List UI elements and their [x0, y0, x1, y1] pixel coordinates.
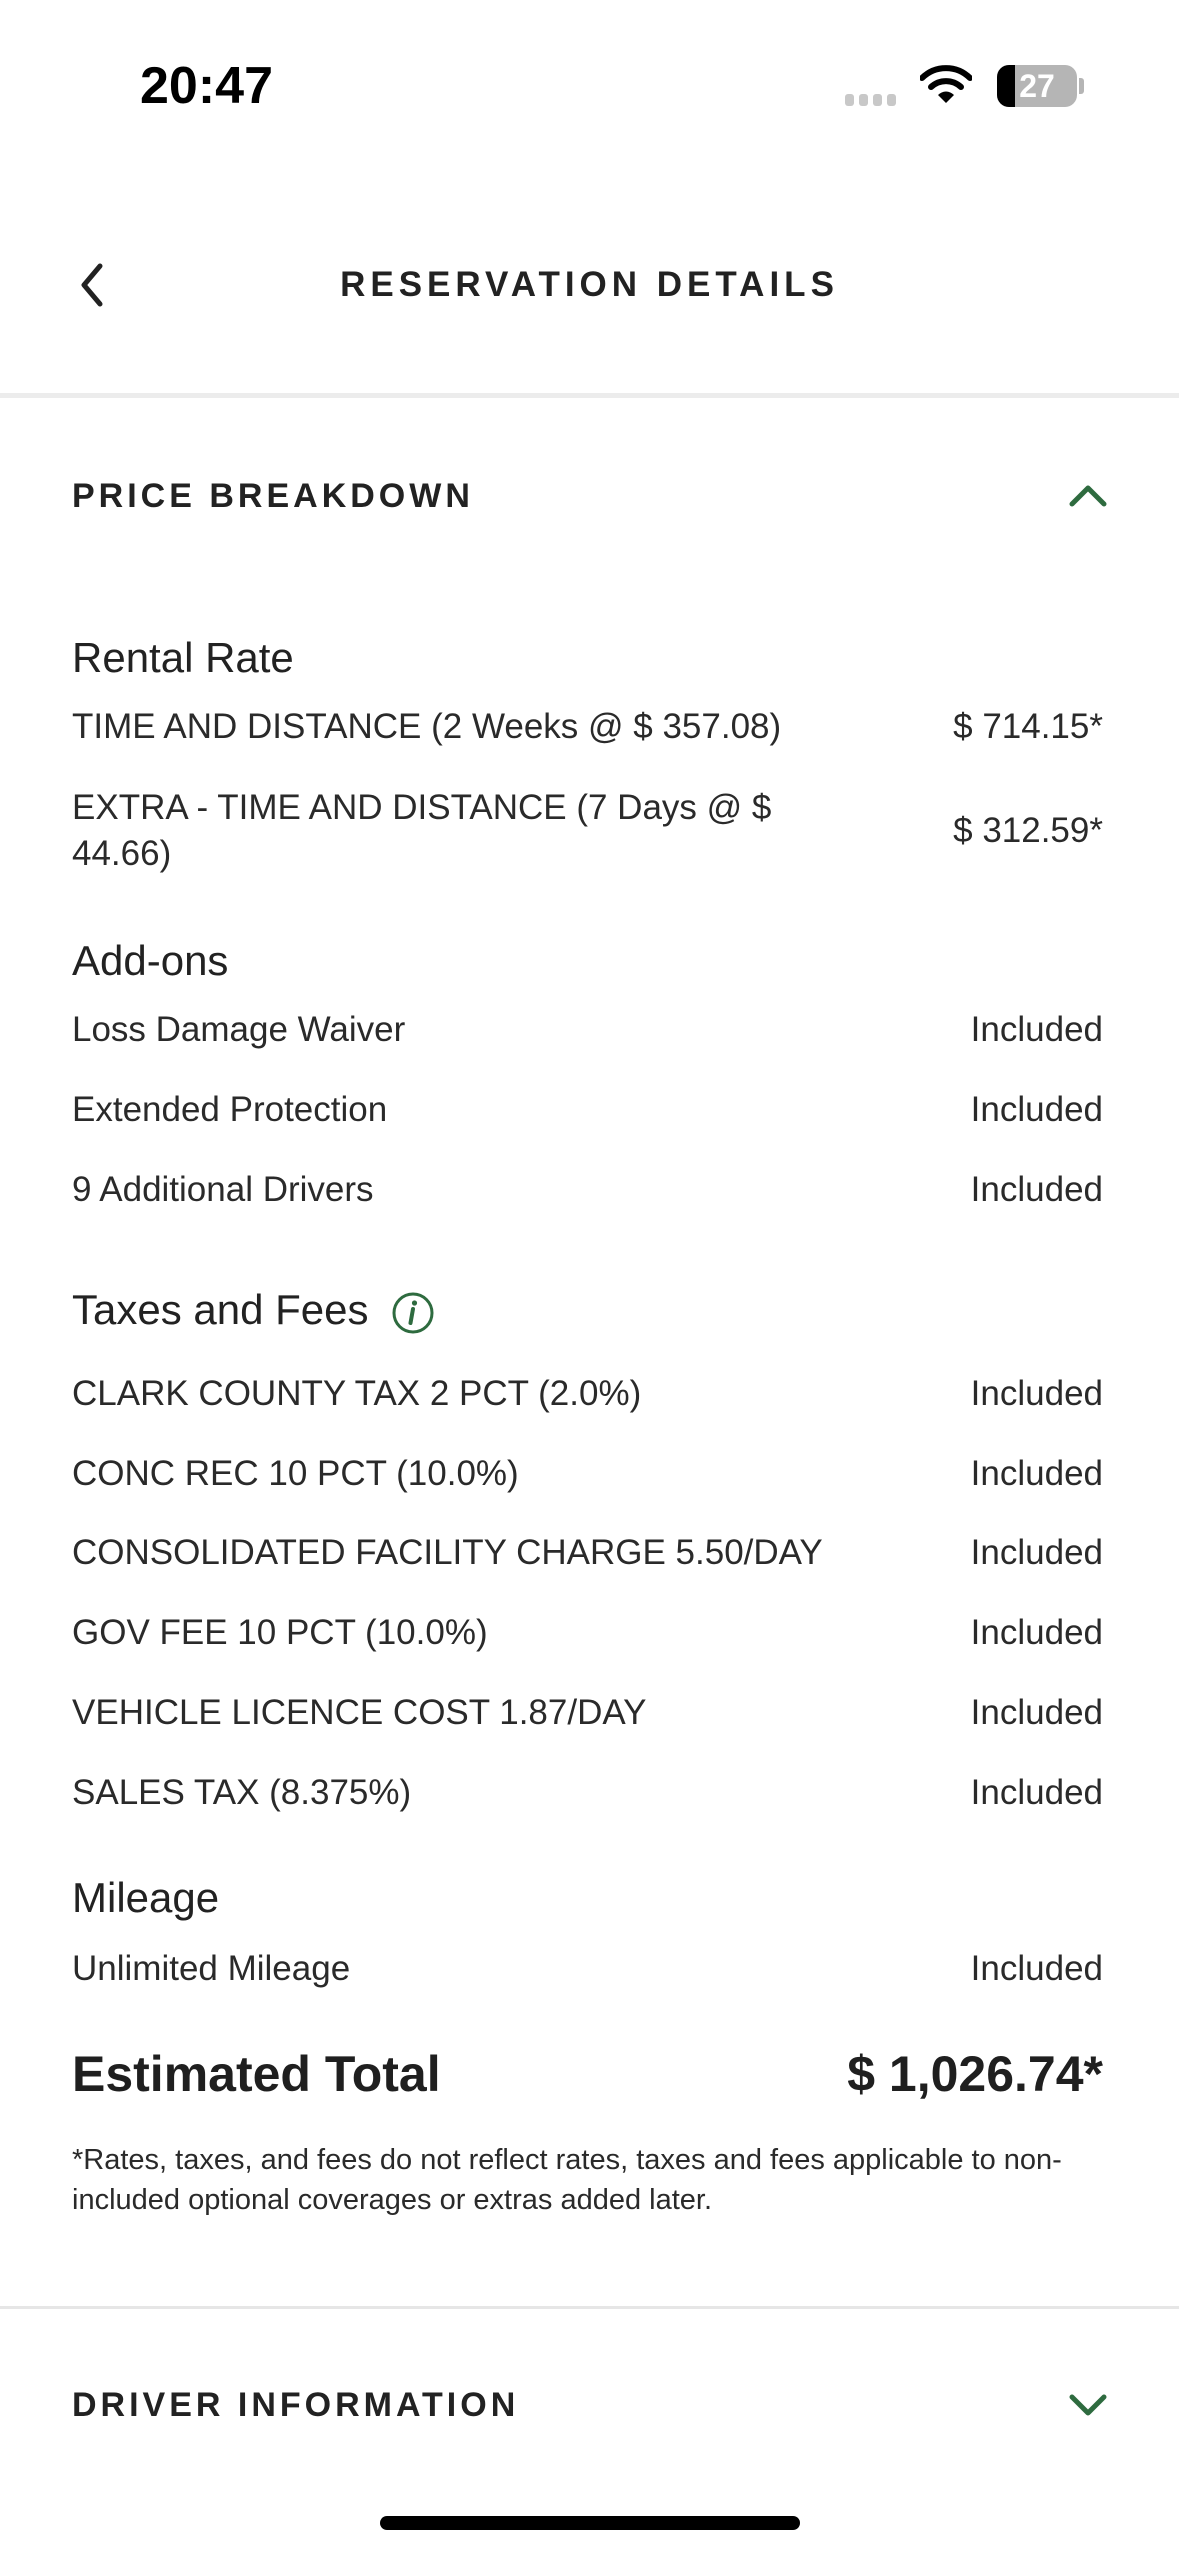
tax-row: GOV FEE 10 PCT (10.0%) Included [72, 1610, 1103, 1656]
addon-row: 9 Additional Drivers Included [72, 1167, 1103, 1213]
row-value: Included [970, 1773, 1103, 1812]
row-label: TIME AND DISTANCE (2 Weeks @ $ 357.08) [72, 707, 782, 746]
battery-level: 27 [1019, 68, 1055, 104]
tax-row: CLARK COUNTY TAX 2 PCT (2.0%) Included [72, 1371, 1103, 1417]
footnote: *Rates, taxes, and fees do not reflect r… [72, 2144, 1062, 2216]
row-value: Included [970, 1613, 1103, 1652]
row-label: Extended Protection [72, 1090, 388, 1129]
chevron-left-icon[interactable] [78, 262, 108, 308]
rental-rate-row: EXTRA - TIME AND DISTANCE (7 Days @ $ 44… [72, 785, 1103, 877]
row-label: VEHICLE LICENCE COST 1.87/DAY [72, 1693, 647, 1732]
addon-row: Loss Damage Waiver Included [72, 1007, 1103, 1053]
row-value: Included [970, 1090, 1103, 1129]
row-label: Loss Damage Waiver [72, 1010, 406, 1049]
status-time: 20:47 [140, 57, 273, 115]
addon-row: Extended Protection Included [72, 1087, 1103, 1133]
row-label: SALES TAX (8.375%) [72, 1773, 412, 1812]
row-value: $ 714.15* [953, 707, 1103, 746]
taxes-heading: Taxes and Fees [72, 1286, 434, 1334]
row-value: $ 312.59* [953, 811, 1103, 850]
driver-information-header[interactable]: DRIVER INFORMATION [72, 2386, 520, 2424]
total-label: Estimated Total [72, 2046, 441, 2102]
taxes-heading-label: Taxes and Fees [72, 1286, 369, 1333]
estimated-total-row: Estimated Total $ 1,026.74* [72, 2045, 1103, 2103]
chevron-down-icon[interactable] [1068, 2393, 1108, 2419]
row-label: CONC REC 10 PCT (10.0%) [72, 1454, 519, 1493]
row-label: EXTRA - TIME AND DISTANCE (7 Days @ $ 44… [72, 788, 772, 873]
rental-rate-heading: Rental Rate [72, 634, 294, 681]
rental-rate-row: TIME AND DISTANCE (2 Weeks @ $ 357.08) $… [72, 704, 1103, 750]
cellular-signal-icon [845, 94, 896, 106]
header-divider [0, 393, 1179, 398]
mileage-row: Unlimited Mileage Included [72, 1946, 1103, 1992]
row-label: GOV FEE 10 PCT (10.0%) [72, 1613, 488, 1652]
row-label: Unlimited Mileage [72, 1949, 351, 1988]
tax-row: CONC REC 10 PCT (10.0%) Included [72, 1451, 1103, 1497]
tax-row: CONSOLIDATED FACILITY CHARGE 5.50/DAY Inc… [72, 1530, 1103, 1576]
price-breakdown-header[interactable]: PRICE BREAKDOWN [72, 477, 474, 515]
row-value: Included [970, 1454, 1103, 1493]
wifi-icon [920, 65, 972, 103]
chevron-up-icon[interactable] [1068, 482, 1108, 508]
tax-row: SALES TAX (8.375%) Included [72, 1770, 1103, 1816]
page-title: RESERVATION DETAILS [340, 265, 839, 304]
tax-row: VEHICLE LICENCE COST 1.87/DAY Included [72, 1690, 1103, 1736]
battery-indicator: 27 [997, 65, 1077, 107]
row-value: Included [970, 1374, 1103, 1413]
row-label: CONSOLIDATED FACILITY CHARGE 5.50/DAY [72, 1533, 823, 1572]
row-value: Included [970, 1949, 1103, 1988]
home-indicator[interactable] [380, 2516, 800, 2530]
info-icon[interactable] [392, 1292, 434, 1334]
row-value: Included [970, 1693, 1103, 1732]
addons-heading: Add-ons [72, 937, 229, 984]
battery-tip [1079, 78, 1084, 94]
section-divider [0, 2306, 1179, 2309]
mileage-heading: Mileage [72, 1874, 220, 1921]
row-label: 9 Additional Drivers [72, 1170, 374, 1209]
row-label: CLARK COUNTY TAX 2 PCT (2.0%) [72, 1374, 642, 1413]
row-value: Included [970, 1010, 1103, 1049]
total-value: $ 1,026.74* [847, 2046, 1103, 2102]
row-value: Included [970, 1533, 1103, 1572]
row-value: Included [970, 1170, 1103, 1209]
